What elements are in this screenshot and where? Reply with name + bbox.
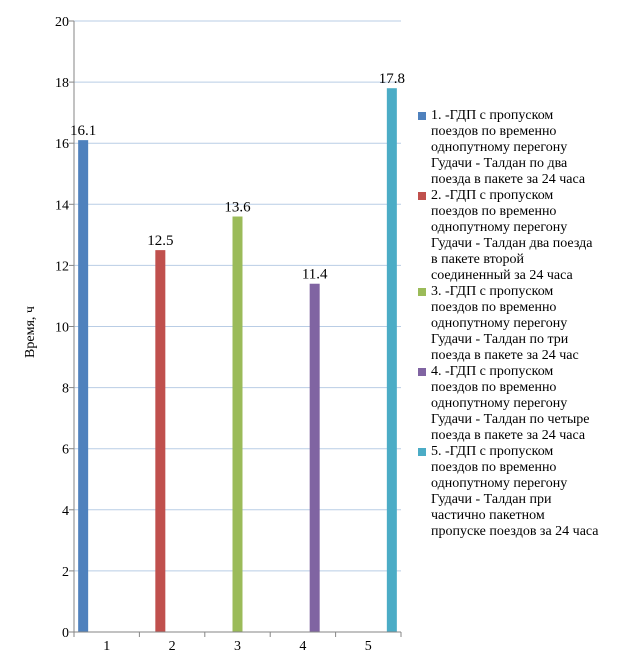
bar xyxy=(78,140,89,632)
chart-legend: 1. -ГДП с пропуском поездов по временно … xyxy=(418,108,628,540)
legend-swatch xyxy=(418,288,426,296)
y-tick-label: 16 xyxy=(55,137,69,152)
x-tick-label: 1 xyxy=(103,639,110,654)
y-tick-label: 2 xyxy=(62,565,69,580)
y-tick-label: 6 xyxy=(62,443,69,458)
legend-label: 4. -ГДП с пропуском поездов по временно … xyxy=(431,364,590,443)
x-tick-label: 2 xyxy=(169,639,176,654)
y-tick-label: 12 xyxy=(55,259,69,274)
data-label: 12.5 xyxy=(147,233,173,249)
legend-item: 1. -ГДП с пропуском поездов по временно … xyxy=(418,108,628,188)
y-tick-label: 18 xyxy=(55,76,69,91)
axes xyxy=(69,20,402,637)
legend-swatch xyxy=(418,192,426,200)
legend-swatch xyxy=(418,368,426,376)
bar xyxy=(309,283,320,632)
y-tick-label: 10 xyxy=(55,321,69,336)
legend-label: 1. -ГДП с пропуском поездов по временно … xyxy=(431,108,586,187)
legend-item: 2. -ГДП с пропуском поездов по временно … xyxy=(418,188,628,284)
legend-item: 5. -ГДП с пропуском поездов по временно … xyxy=(418,444,628,540)
x-tick-labels: 1 2 3 4 5 xyxy=(103,639,372,654)
y-tick-label: 8 xyxy=(62,382,69,397)
legend-item: 3. -ГДП с пропуском поездов по временно … xyxy=(418,284,628,364)
x-tick-label: 3 xyxy=(234,639,241,654)
y-tick-labels: 0 2 4 6 8 10 12 14 16 18 20 xyxy=(55,15,69,641)
y-tick-label: 14 xyxy=(55,198,69,213)
legend-label: 3. -ГДП с пропуском поездов по временно … xyxy=(431,284,579,363)
y-tick-label: 20 xyxy=(55,15,69,30)
y-tick-label: 4 xyxy=(62,504,69,519)
y-axis-label: Время, ч xyxy=(23,306,38,358)
data-label: 11.4 xyxy=(302,267,328,283)
data-label: 13.6 xyxy=(224,200,251,216)
legend-label: 5. -ГДП с пропуском поездов по временно … xyxy=(431,444,599,539)
legend-swatch xyxy=(418,448,426,456)
x-tick-label: 5 xyxy=(365,639,372,654)
bar xyxy=(155,250,166,632)
bars xyxy=(78,88,397,632)
legend-swatch xyxy=(418,112,426,120)
legend-item: 4. -ГДП с пропуском поездов по временно … xyxy=(418,364,628,444)
x-tick-label: 4 xyxy=(299,639,306,654)
data-label: 17.8 xyxy=(379,71,405,87)
y-tick-label: 0 xyxy=(62,626,69,641)
legend-label: 2. -ГДП с пропуском поездов по временно … xyxy=(431,188,593,283)
bar xyxy=(386,88,397,632)
data-labels: 16.1 12.5 13.6 11.4 17.8 xyxy=(70,71,405,283)
data-label: 16.1 xyxy=(70,123,96,139)
bar xyxy=(232,216,243,632)
